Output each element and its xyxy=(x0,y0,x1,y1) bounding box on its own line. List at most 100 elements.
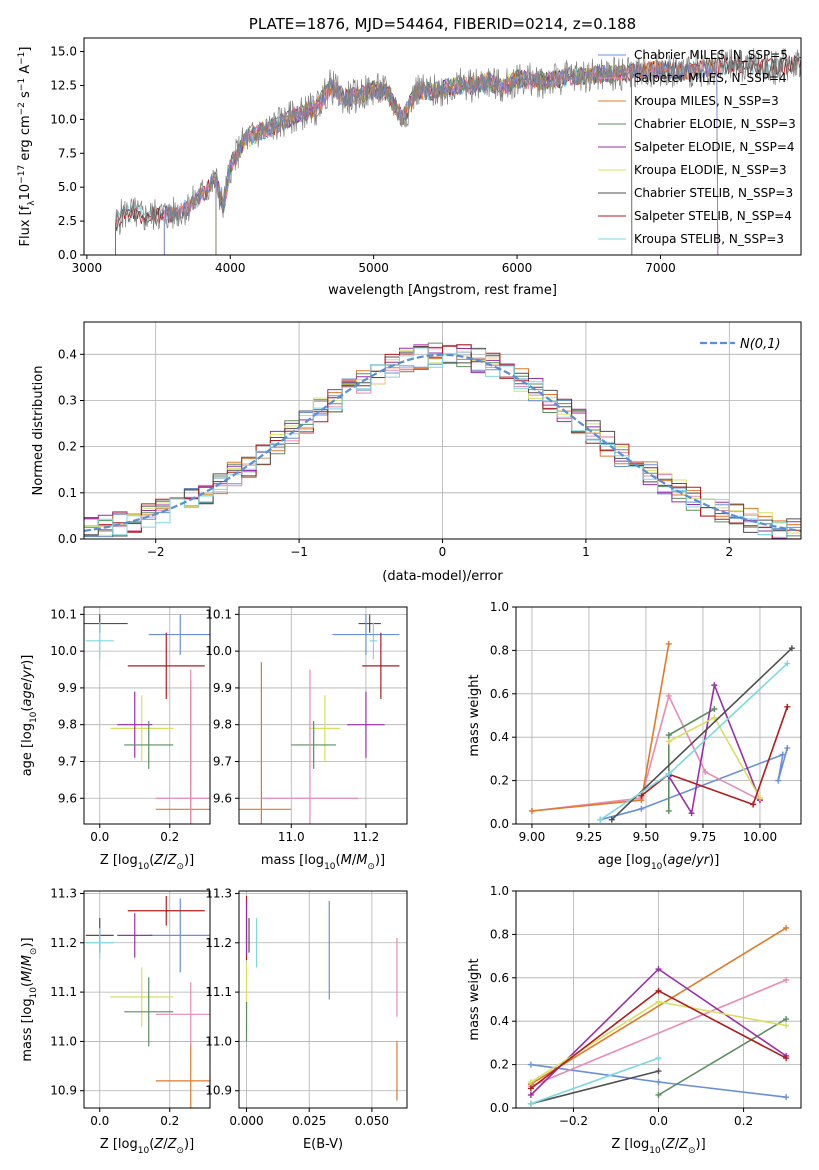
y-tick-label: 0.2 xyxy=(490,1058,509,1072)
axes: −2 −1 0 1 2 0.0 0.1 0.2 0.3 0.4 xyxy=(58,321,802,559)
y-tick-label: 9.7 xyxy=(58,754,77,768)
axes: 3000 4000 5000 6000 7000 0.0 2.5 5.0 7.5 10.0 12.5… xyxy=(50,37,802,275)
y-tick-label: 10.9 xyxy=(50,1084,77,1098)
y-tick-label: 0.8 xyxy=(490,643,509,657)
y-tick-label: 9.9 xyxy=(58,681,77,695)
y-tick-label: 9.8 xyxy=(213,718,232,732)
mass-weight-marker xyxy=(711,705,718,712)
mass-vs-metallicity-panel: 0.0 0.2 10.9 11.0 11.1 11.2 11.3 Z [log10(Z/Z⊙)… xyxy=(20,886,211,1156)
mass-weight-marker xyxy=(655,1068,662,1075)
mass-weight-marker xyxy=(665,738,672,745)
y-tick-label: 0.4 xyxy=(490,1014,509,1028)
axes-frame xyxy=(238,890,408,1109)
x-tick-label: −0.2 xyxy=(559,1114,588,1128)
y-tick-label: 0.6 xyxy=(490,687,509,701)
mass-weight-line xyxy=(530,979,787,1088)
mass-weight-marker xyxy=(655,966,662,973)
axes: 0.0 0.2 9.6 9.7 9.8 9.9 10.0 10.1 xyxy=(50,606,211,844)
mass-weight-marker xyxy=(527,1091,534,1098)
y-tick-label: 11.0 xyxy=(50,1034,77,1048)
plot-area xyxy=(245,895,398,1101)
x-tick-label: 9.50 xyxy=(633,830,660,844)
axes: 11.0 11.2 9.6 9.7 9.8 9.9 10.0 10.1 xyxy=(205,606,408,844)
y-tick-label: 0.4 xyxy=(58,347,77,361)
y-tick-label: 0.1 xyxy=(58,486,77,500)
age-vs-metallicity-panel: 0.0 0.2 9.6 9.7 9.8 9.9 10.0 10.1 Z [log10(Z/Z⊙)… xyxy=(20,606,211,872)
y-tick-label: 7.5 xyxy=(58,146,77,160)
axes: 9.00 9.25 9.50 9.75 10.00 0.0 0.2 0.4 0.6 0.8 1.0 xyxy=(490,600,802,844)
mass-weight-line xyxy=(668,682,761,816)
residuals-panel: −2 −1 0 1 2 0.0 0.1 0.2 0.3 0.4 (data-model)/error… xyxy=(31,321,802,584)
y-tick-label: 10.9 xyxy=(205,1084,232,1098)
x-tick-label: 11.0 xyxy=(278,830,305,844)
y-tick-label: 9.7 xyxy=(213,754,232,768)
legend-label: Kroupa ELODIE, N_SSP=3 xyxy=(634,163,787,177)
axes: 0.000 0.025 0.050 10.9 11.0 11.1 11.2 11.3 xyxy=(205,886,408,1128)
y-tick-label: 0.0 xyxy=(58,248,77,262)
mass-weight-marker xyxy=(783,1055,790,1062)
y-tick-label: 0.2 xyxy=(490,774,509,788)
mass-weight-marker xyxy=(527,1085,534,1092)
mass-weight-line xyxy=(640,706,789,806)
y-tick-label: 9.6 xyxy=(58,791,77,805)
mass-weight-marker xyxy=(665,732,672,739)
y-tick-label: 0.0 xyxy=(490,1101,509,1115)
x-tick-label: 7000 xyxy=(645,261,676,275)
mass-weight-marker xyxy=(527,1100,534,1107)
x-tick-label: 2 xyxy=(725,545,733,559)
y-tick-label: 10.1 xyxy=(50,607,77,621)
mass-weight-marker xyxy=(688,810,695,817)
plot-area xyxy=(85,895,210,1108)
legend-label: Salpeter MILES, N_SSP=4 xyxy=(634,71,787,85)
axes-frame xyxy=(238,606,408,825)
x-tick-label: 0 xyxy=(439,545,447,559)
y-tick-label: 10.0 xyxy=(205,644,232,658)
x-tick-label: 1 xyxy=(582,545,590,559)
mass-weight-marker xyxy=(608,816,615,823)
gaussian-reference-curve xyxy=(84,353,801,532)
axes: −0.2 0.0 0.2 0.0 0.2 0.4 0.6 0.8 1.0 xyxy=(490,884,802,1128)
mass-weight-marker xyxy=(527,1061,534,1068)
y-axis-label: mass [log10(M/M⊙)] xyxy=(20,937,39,1061)
spectrum-panel: 3000 4000 5000 6000 7000 0.0 2.5 5.0 7.5 10.0 12.5… xyxy=(17,15,802,298)
y-axis-label: Normed distribution xyxy=(31,366,46,496)
mass-weight-marker xyxy=(665,771,672,778)
y-axis-label: Flux [fλ10−17 erg cm−2 s−1 A−1] xyxy=(17,47,37,247)
mass-weight-marker xyxy=(783,976,790,983)
x-tick-label: 0.2 xyxy=(160,1114,179,1128)
x-tick-label: 0.0 xyxy=(90,830,109,844)
y-tick-label: 9.6 xyxy=(213,791,232,805)
legend-label: Salpeter STELIB, N_SSP=4 xyxy=(634,209,792,223)
mass-weight-marker xyxy=(756,794,763,801)
y-tick-label: 9.9 xyxy=(213,681,232,695)
axes-frame xyxy=(83,890,211,1109)
mass-weight-marker xyxy=(527,1078,534,1085)
x-tick-label: 0.050 xyxy=(355,1114,389,1128)
y-tick-label: 11.1 xyxy=(50,985,77,999)
y-tick-label: 15.0 xyxy=(50,45,77,59)
mass-weight-vs-age-panel: 9.00 9.25 9.50 9.75 10.00 0.0 0.2 0.4 0.6 0.8 1.0 a… xyxy=(467,600,802,872)
x-tick-label: 3000 xyxy=(72,261,103,275)
mass-weight-marker xyxy=(665,807,672,814)
x-tick-label: 4000 xyxy=(215,261,246,275)
plot-area xyxy=(527,924,790,1107)
mass-weight-marker xyxy=(783,924,790,931)
mass-weight-line xyxy=(611,647,793,821)
mass-weight-vs-metallicity-panel: −0.2 0.0 0.2 0.0 0.2 0.4 0.6 0.8 1.0 Z [log10(Z/Z… xyxy=(467,884,802,1156)
mass-weight-marker xyxy=(655,998,662,1005)
y-axis-label: mass weight xyxy=(467,674,482,756)
y-tick-label: 10.1 xyxy=(205,607,232,621)
observed-spectrum-line xyxy=(115,48,801,255)
y-tick-label: 11.3 xyxy=(205,886,232,900)
y-tick-label: 0.0 xyxy=(490,817,509,831)
y-tick-label: 0.0 xyxy=(58,532,77,546)
legend-label: Salpeter ELODIE, N_SSP=4 xyxy=(634,140,795,154)
age-vs-mass-panel: 11.0 11.2 9.6 9.7 9.8 9.9 10.0 10.1 mass [log10(… xyxy=(205,606,408,872)
x-axis-label: Z [log10(Z/Z⊙)] xyxy=(100,853,194,872)
x-axis-label: age [log10(age/yr)] xyxy=(598,853,720,872)
x-tick-label: 10.00 xyxy=(743,830,777,844)
y-tick-label: 12.5 xyxy=(50,78,77,92)
mass-weight-marker xyxy=(597,816,604,823)
plot-area xyxy=(84,342,801,539)
